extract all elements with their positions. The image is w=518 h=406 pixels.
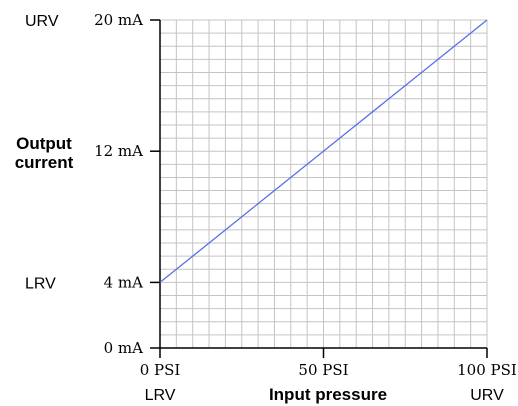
y-axis-label-line-1: Output [16, 134, 72, 153]
x-axis-label: Input pressure [269, 385, 387, 404]
y-tick-label: 4 mA [104, 273, 144, 291]
y-tick-label: 20 mA [94, 11, 143, 29]
tick-labels: 0 mA 4 mA LRV 12 mA 20 mA URV 0 PSI LRV 50 PSI 10… [25, 11, 517, 404]
x-range-label: LRV [145, 387, 176, 404]
y-axis-label-line-2: current [15, 153, 74, 172]
series-line [159, 19, 488, 283]
x-tick-label: 100 PSI [457, 361, 517, 379]
x-tick-label: 50 PSI [298, 361, 348, 379]
series [159, 19, 488, 283]
x-range-label: URV [470, 387, 504, 404]
grid [160, 19, 488, 348]
y-tick-label: 0 mA [104, 339, 144, 357]
x-tick-label: 0 PSI [140, 361, 181, 379]
y-tick-label: 12 mA [94, 142, 143, 160]
y-range-label: URV [25, 13, 59, 30]
y-range-label: LRV [25, 275, 56, 292]
axes [150, 19, 488, 358]
